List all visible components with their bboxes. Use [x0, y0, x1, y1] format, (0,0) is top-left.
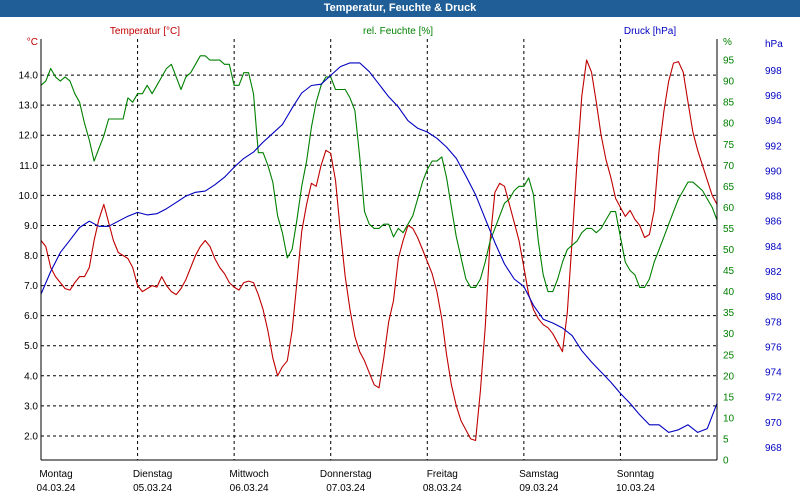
tick-label-temperature: 8.0 — [24, 251, 38, 262]
tick-label-temperature: 11.0 — [19, 161, 38, 172]
tick-label-pressure: 976 — [765, 342, 782, 353]
tick-label-humidity: 70 — [723, 161, 735, 172]
axis-unit-pressure: hPa — [765, 39, 783, 50]
tick-labels-layer: 2.0 3.0 4.0 5.0 6.0 7.0 8.0 9.0 10.0 11.0 12.0 13.0… — [19, 37, 784, 467]
tick-label-pressure: 968 — [765, 443, 782, 454]
tick-label-humidity: 30 — [723, 329, 735, 340]
plot-frame-layer — [40, 39, 718, 461]
x-label-date: 04.03.24 — [37, 483, 76, 494]
series-layer — [40, 55, 718, 442]
series-line-pressure — [40, 62, 718, 433]
tick-label-pressure: 974 — [765, 368, 782, 379]
tick-label-humidity: 95 — [723, 56, 735, 67]
tick-label-humidity: 55 — [723, 224, 735, 235]
tick-label-humidity: 45 — [723, 266, 735, 277]
series-line-humidity — [40, 55, 718, 293]
tick-label-humidity: 5 — [723, 434, 729, 445]
tick-label-pressure: 994 — [765, 116, 782, 127]
tick-label-temperature: 12.0 — [19, 131, 39, 142]
x-label-date: 09.03.24 — [519, 483, 558, 494]
tick-label-pressure: 972 — [765, 393, 782, 404]
chart: 2.0 3.0 4.0 5.0 6.0 7.0 8.0 9.0 10.0 11.0 12.0 13.0… — [19, 26, 784, 494]
tick-label-humidity: 25 — [723, 350, 735, 361]
tick-label-humidity: 60 — [723, 203, 735, 214]
tick-label-pressure: 992 — [765, 141, 782, 152]
tick-label-humidity: 65 — [723, 182, 735, 193]
tick-label-humidity: 85 — [723, 98, 735, 109]
tick-label-pressure: 978 — [765, 317, 782, 328]
tick-label-temperature: 10.0 — [19, 191, 39, 202]
tick-label-temperature: 14.0 — [19, 71, 39, 82]
tick-label-temperature: 4.0 — [24, 371, 38, 382]
tick-label-pressure: 988 — [765, 192, 782, 203]
tick-label-pressure: 996 — [765, 91, 782, 102]
tick-label-pressure: 980 — [765, 292, 782, 303]
x-label-day: Montag — [39, 469, 72, 480]
tick-label-temperature: 5.0 — [24, 341, 38, 352]
tick-label-temperature: 13.0 — [19, 101, 39, 112]
tick-label-temperature: 2.0 — [24, 431, 38, 442]
tick-label-pressure: 984 — [765, 242, 782, 253]
tick-label-humidity: 50 — [723, 245, 735, 256]
tick-label-humidity: 20 — [723, 371, 735, 382]
tick-label-pressure: 982 — [765, 267, 782, 278]
x-label-day: Dienstag — [133, 469, 172, 480]
tick-label-humidity: 75 — [723, 140, 735, 151]
window-title: Temperatur, Feuchte & Druck — [0, 0, 800, 17]
x-label-date: 08.03.24 — [423, 483, 462, 494]
x-label-date: 07.03.24 — [326, 483, 365, 494]
series-line-temperature — [40, 59, 718, 442]
axis-label-temperature: Temperatur [°C] — [110, 26, 180, 37]
tick-label-humidity: 40 — [723, 287, 735, 298]
tick-label-humidity: 15 — [723, 392, 735, 403]
x-label-date: 05.03.24 — [133, 483, 172, 494]
tick-label-humidity: 80 — [723, 119, 735, 130]
x-label-day: Mittwoch — [229, 469, 268, 480]
tick-label-humidity: 10 — [723, 413, 735, 424]
axis-label-pressure: Druck [hPa] — [624, 26, 676, 37]
axis-label-humidity: rel. Feuchte [%] — [363, 26, 433, 37]
grid-layer — [41, 39, 717, 460]
axis-labels-layer: Temperatur [°C] rel. Feuchte [%] Druck [hP… — [37, 26, 677, 494]
tick-label-humidity: 0 — [723, 456, 729, 467]
x-label-day: Sonntag — [617, 469, 654, 480]
x-label-date: 10.03.24 — [616, 483, 655, 494]
tick-label-pressure: 990 — [765, 166, 782, 177]
axis-unit-temperature: °C — [27, 37, 38, 48]
axis-unit-humidity: % — [723, 37, 732, 48]
tick-label-temperature: 6.0 — [24, 311, 38, 322]
tick-label-humidity: 90 — [723, 77, 735, 88]
tick-label-pressure: 998 — [765, 66, 782, 77]
tick-label-temperature: 9.0 — [24, 221, 38, 232]
x-label-day: Samstag — [519, 469, 558, 480]
tick-label-temperature: 3.0 — [24, 401, 38, 412]
x-label-date: 06.03.24 — [230, 483, 269, 494]
x-label-day: Freitag — [427, 469, 458, 480]
x-label-day: Donnerstag — [320, 469, 372, 480]
tick-label-pressure: 986 — [765, 217, 782, 228]
tick-label-humidity: 35 — [723, 308, 735, 319]
tick-label-temperature: 7.0 — [24, 281, 38, 292]
tick-label-pressure: 970 — [765, 418, 782, 429]
